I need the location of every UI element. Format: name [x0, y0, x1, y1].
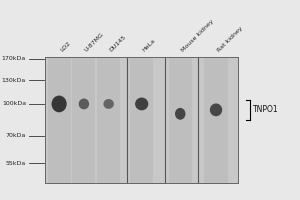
Text: 130kDa: 130kDa [2, 78, 26, 83]
Ellipse shape [210, 103, 222, 116]
Ellipse shape [175, 108, 185, 120]
Bar [97, 57, 120, 183]
Text: 70kDa: 70kDa [6, 133, 26, 138]
Bar [169, 57, 192, 183]
Ellipse shape [103, 99, 114, 109]
Text: DU145: DU145 [109, 34, 127, 53]
Text: 100kDa: 100kDa [2, 101, 26, 106]
Text: Mouse kidney: Mouse kidney [180, 18, 214, 53]
Bar [72, 57, 95, 183]
Bar [45, 57, 238, 183]
Text: 170kDa: 170kDa [2, 56, 26, 61]
Ellipse shape [79, 99, 89, 109]
Bar [130, 57, 153, 183]
Text: TNPO1: TNPO1 [253, 105, 279, 114]
Bar [45, 57, 238, 183]
Bar [47, 57, 71, 183]
Text: U-87MG: U-87MG [84, 32, 105, 53]
Text: HeLa: HeLa [142, 38, 157, 53]
Text: LO2: LO2 [59, 40, 71, 53]
Ellipse shape [135, 98, 148, 110]
Text: Rat kidney: Rat kidney [216, 25, 243, 53]
Bar [205, 57, 228, 183]
Ellipse shape [52, 96, 67, 112]
Text: 55kDa: 55kDa [6, 161, 26, 166]
